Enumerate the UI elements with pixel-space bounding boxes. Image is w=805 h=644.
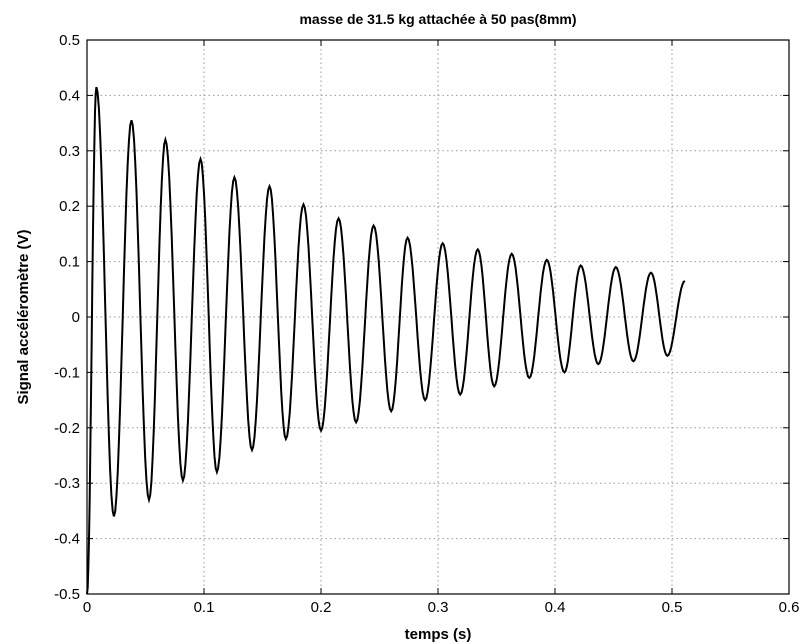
x-tick-label: 0 xyxy=(83,599,91,616)
y-tick-label: 0.3 xyxy=(59,143,80,160)
x-tick-label: 0.3 xyxy=(428,599,449,616)
y-tick-label: 0 xyxy=(72,309,80,326)
x-tick-label: 0.5 xyxy=(662,599,683,616)
y-tick-label: 0.4 xyxy=(59,87,80,104)
x-tick-label: 0.4 xyxy=(545,599,566,616)
y-axis-label: Signal accéléromètre (V) xyxy=(15,229,32,404)
y-tick-label: 0.5 xyxy=(59,32,80,49)
chart-title: masse de 31.5 kg attachée à 50 pas(8mm) xyxy=(299,11,576,27)
y-tick-label: -0.3 xyxy=(54,475,80,492)
x-tick-label: 0.2 xyxy=(311,599,332,616)
x-tick-label: 0.1 xyxy=(194,599,215,616)
x-axis-label: temps (s) xyxy=(405,626,472,643)
plot-area-frame xyxy=(86,39,790,595)
series-line xyxy=(86,86,686,595)
y-tick-label: -0.4 xyxy=(54,531,80,548)
y-tick-label: -0.1 xyxy=(54,364,80,381)
y-tick-label: 0.1 xyxy=(59,254,80,271)
x-tick-label: 0.6 xyxy=(779,599,800,616)
tick-labels: 0 0.1 0.2 0.3 0.4 0.5 0.6 -0.5 -0.4 -0.3 -0.2 -0.1 0… xyxy=(54,32,799,616)
y-tick-label: 0.2 xyxy=(59,198,80,215)
y-tick-label: -0.5 xyxy=(54,586,80,603)
y-tick-label: -0.2 xyxy=(54,420,80,437)
